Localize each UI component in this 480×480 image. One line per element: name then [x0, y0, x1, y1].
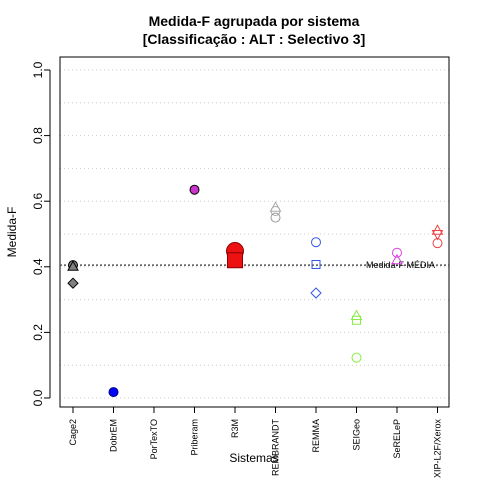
data-point — [270, 206, 281, 217]
x-tick-label: Priberam — [190, 419, 200, 456]
data-point — [227, 252, 243, 269]
data-point — [350, 309, 363, 320]
y-tick-label: 0.8 — [31, 127, 45, 144]
data-point — [67, 277, 79, 289]
y-tick-label: 0.0 — [31, 389, 45, 406]
x-tick-label: REMBRANDT — [271, 419, 281, 477]
data-point — [391, 253, 403, 265]
data-point — [189, 184, 200, 195]
data-point — [431, 224, 444, 235]
plot-area-border — [59, 56, 450, 408]
data-point — [108, 387, 119, 398]
x-tick-label: PorTexTO — [149, 419, 159, 459]
y-axis-title: Medida-F — [5, 207, 19, 258]
x-tick-label: SEIGeo — [352, 419, 362, 451]
mean-reference-label: Medida-F MÉDIA — [366, 260, 435, 270]
y-tick-label: 0.4 — [31, 258, 45, 275]
y-tick-label: 0.6 — [31, 193, 45, 210]
chart-subtitle: [Classificação : ALT : Selectivo 3] — [143, 31, 366, 47]
x-tick-label: REMMA — [311, 419, 321, 453]
y-tick-label: 0.2 — [31, 324, 45, 341]
chart-title: Medida-F agrupada por sistema — [149, 13, 360, 29]
x-tick-label: SeRELeP — [392, 419, 402, 459]
data-point — [431, 230, 444, 241]
data-point — [432, 238, 443, 249]
y-axis: 0.0 0.2 0.4 0.6 0.8 1.0 — [31, 61, 51, 406]
grid-lines — [60, 69, 449, 399]
data-points — [67, 184, 444, 398]
x-tick-label: XIP-L2F/Xerox — [433, 419, 443, 479]
x-tick-label: R3M — [230, 419, 240, 438]
data-point — [67, 260, 79, 271]
y-tick-label: 1.0 — [31, 61, 45, 78]
x-tick-label: Cage2 — [68, 419, 78, 446]
data-point — [392, 247, 402, 258]
x-tick-label: DobrEM — [109, 419, 119, 452]
data-point — [311, 260, 321, 270]
data-point — [310, 287, 322, 299]
data-point — [311, 237, 321, 248]
x-axis: Cage2 DobrEM PorTexTO Priberam R3M REMBRANDT R… — [68, 406, 443, 479]
data-point — [270, 212, 281, 223]
data-point — [352, 315, 361, 325]
x-axis-title: Sistemas — [229, 451, 278, 465]
data-point — [351, 352, 362, 363]
